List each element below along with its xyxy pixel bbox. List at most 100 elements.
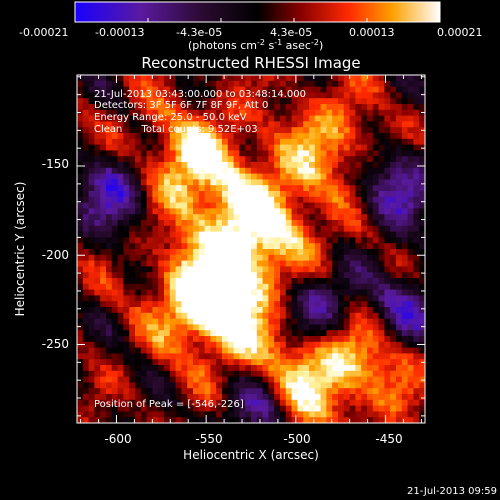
- heatmap-cell: [216, 133, 223, 140]
- heatmap-cell: [152, 249, 159, 256]
- heatmap-cell: [320, 98, 327, 105]
- heatmap-cell: [77, 365, 84, 372]
- heatmap-cell: [82, 353, 90, 360]
- heatmap-cell: [239, 138, 246, 146]
- heatmap-cell: [181, 330, 188, 337]
- heatmap-cell: [204, 382, 211, 389]
- heatmap-cell: [152, 237, 159, 244]
- heatmap-cell: [384, 220, 391, 227]
- heatmap-cell: [181, 121, 188, 128]
- heatmap-cell: [407, 156, 414, 163]
- heatmap-cell: [158, 365, 165, 372]
- heatmap-cell: [309, 104, 316, 111]
- heatmap-cell: [419, 225, 425, 233]
- heatmap-cell: [384, 353, 391, 360]
- heatmap-cell: [390, 405, 397, 412]
- heatmap-cell: [320, 359, 327, 366]
- heatmap-cell: [396, 376, 403, 383]
- heatmap-cell: [239, 202, 246, 209]
- heatmap-cell: [355, 179, 362, 186]
- heatmap-cell: [390, 347, 397, 354]
- heatmap-cell: [227, 254, 235, 262]
- heatmap-cell: [274, 115, 281, 122]
- heatmap-cell: [94, 185, 101, 192]
- heatmap-cell: [117, 260, 124, 267]
- heatmap-cell: [117, 208, 124, 215]
- heatmap-cell: [343, 243, 351, 250]
- heatmap-cell: [106, 214, 113, 221]
- heatmap-cell: [164, 92, 171, 99]
- heatmap-cell: [146, 405, 153, 412]
- heatmap-cell: [378, 243, 385, 250]
- heatmap-cell: [367, 121, 374, 128]
- heatmap-cell: [378, 312, 385, 320]
- heatmap-cell: [262, 260, 269, 267]
- heatmap-cell: [367, 243, 374, 250]
- heatmap-cell: [390, 133, 397, 140]
- heatmap-cell: [222, 138, 229, 146]
- heatmap-cell: [372, 115, 380, 122]
- heatmap-cell: [274, 86, 281, 93]
- heatmap-cell: [216, 394, 223, 401]
- heatmap-cell: [372, 225, 380, 233]
- heatmap-cell: [82, 231, 90, 238]
- heatmap-cell: [111, 98, 119, 105]
- heatmap-cell: [274, 301, 281, 308]
- heatmap-cell: [303, 104, 310, 111]
- heatmap-cell: [111, 208, 119, 215]
- heatmap-cell: [407, 214, 414, 221]
- heatmap-cell: [193, 179, 200, 186]
- heatmap-cell: [123, 237, 130, 244]
- heatmap-cell: [239, 144, 246, 151]
- heatmap-cell: [193, 295, 200, 302]
- heatmap-cell: [222, 185, 229, 192]
- heatmap-cell: [355, 202, 362, 209]
- heatmap-cell: [210, 336, 217, 343]
- heatmap-cell: [361, 80, 368, 88]
- heatmap-cell: [210, 347, 217, 354]
- heatmap-cell: [262, 301, 269, 308]
- heatmap-cell: [326, 196, 333, 204]
- heatmap-cell: [384, 75, 391, 82]
- heatmap-cell: [396, 185, 403, 192]
- heatmap-cell: [100, 272, 107, 279]
- heatmap-cell: [175, 359, 182, 366]
- heatmap-cell: [280, 295, 287, 302]
- heatmap-cell: [309, 144, 316, 151]
- heatmap-cell: [407, 196, 414, 204]
- heatmap-cell: [82, 86, 90, 93]
- heatmap-cell: [135, 301, 142, 308]
- heatmap-cell: [326, 208, 333, 215]
- heatmap-cell: [355, 394, 362, 401]
- heatmap-cell: [198, 359, 206, 366]
- heatmap-cell: [216, 278, 223, 285]
- heatmap-cell: [164, 382, 171, 389]
- heatmap-cell: [332, 196, 339, 204]
- heatmap-cell: [233, 138, 240, 146]
- heatmap-cell: [245, 121, 252, 128]
- heatmap-cell: [355, 115, 362, 122]
- heatmap-cell: [390, 411, 397, 418]
- heatmap-cell: [169, 324, 177, 331]
- heatmap-cell: [239, 289, 246, 296]
- heatmap-cell: [210, 220, 217, 227]
- heatmap-cell: [407, 98, 414, 105]
- heatmap-cell: [274, 405, 281, 412]
- heatmap-cell: [245, 237, 252, 244]
- heatmap-cell: [111, 196, 119, 204]
- heatmap-cell: [280, 185, 287, 192]
- heatmap-cell: [320, 336, 327, 343]
- heatmap-cell: [367, 260, 374, 267]
- heatmap-cell: [175, 156, 182, 163]
- heatmap-cell: [135, 173, 142, 180]
- heatmap-cell: [326, 109, 333, 117]
- heatmap-cell: [233, 289, 240, 296]
- heatmap-cell: [181, 307, 188, 314]
- heatmap-cell: [82, 382, 90, 389]
- heatmap-cell: [419, 208, 425, 215]
- heatmap-cell: [419, 399, 425, 407]
- heatmap-cell: [100, 167, 107, 175]
- heatmap-cell: [123, 330, 130, 337]
- heatmap-cell: [233, 405, 240, 412]
- heatmap-cell: [210, 301, 217, 308]
